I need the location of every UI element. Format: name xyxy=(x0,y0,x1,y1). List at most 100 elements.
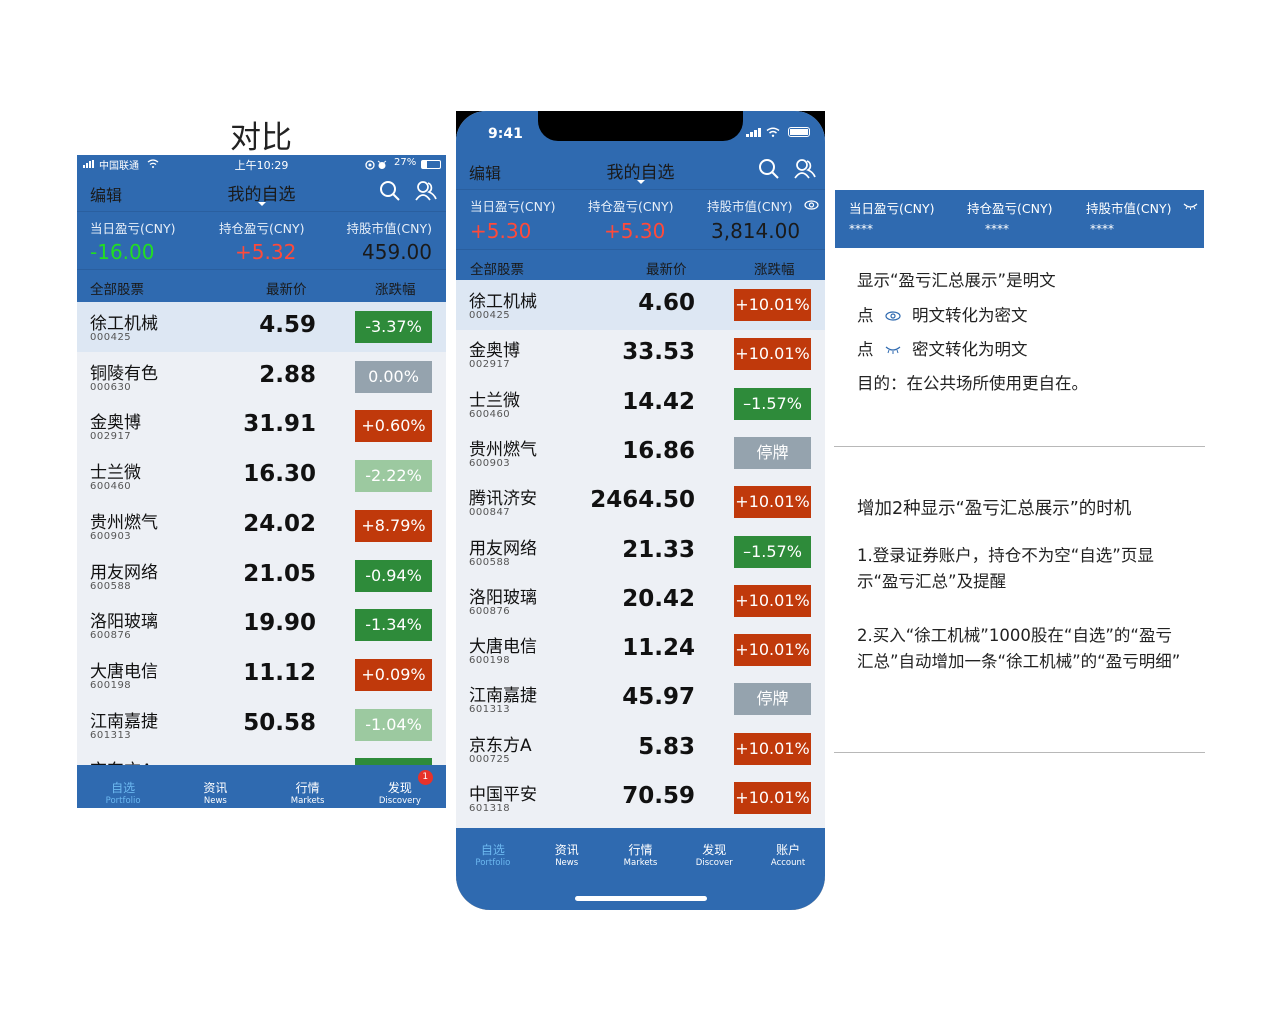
stock-row[interactable]: 用友网络 600588 21.05 -0.94% xyxy=(77,551,446,601)
tab-markets[interactable]: 行情 Markets xyxy=(604,841,678,910)
stock-code: 000725 xyxy=(469,753,511,765)
eye-closed-icon xyxy=(885,346,901,354)
stock-row[interactable]: 徐工机械 000425 4.59 -3.37% xyxy=(77,302,446,352)
tab-account[interactable]: 账户 Account xyxy=(751,841,825,910)
tab-portfolio[interactable]: 自选 Portfolio xyxy=(77,779,169,808)
tab-discover[interactable]: 发现 Discover xyxy=(677,841,751,910)
stock-code: 600903 xyxy=(469,457,511,469)
tab-sublabel: Discover xyxy=(695,858,733,868)
stock-code: 600460 xyxy=(469,408,511,420)
change-badge[interactable]: +0.09% xyxy=(355,658,432,691)
stock-row[interactable]: 用友网络 600588 21.33 –1.57% xyxy=(456,527,825,577)
stock-code: 002917 xyxy=(469,359,511,371)
change-badge[interactable]: +10.01% xyxy=(734,732,811,765)
stock-code: 601313 xyxy=(469,704,511,716)
daily-pnl-value: -16.00 xyxy=(90,240,155,264)
stock-row[interactable]: 贵州燃气 600903 16.86 停牌 xyxy=(456,428,825,478)
stock-row[interactable]: 腾讯济安 000847 2464.50 +10.01% xyxy=(456,477,825,527)
stock-row[interactable]: 大唐电信 600198 11.12 +0.09% xyxy=(77,650,446,700)
stock-row[interactable]: 洛阳玻璃 600876 20.42 +10.01% xyxy=(456,576,825,626)
change-badge[interactable]: 停牌 xyxy=(734,683,811,716)
list-header: 全部股票 最新价 涨跌幅 xyxy=(456,250,825,282)
watchlist-title[interactable]: 我的自选 xyxy=(606,163,675,183)
sort-change[interactable]: 涨跌幅 xyxy=(375,282,416,298)
summary-label: 持股市值(CNY) xyxy=(346,221,432,236)
tab-label: 发现 xyxy=(387,781,412,795)
stock-row[interactable]: 金奥博 002917 31.91 +0.60% xyxy=(77,401,446,451)
stock-code: 000847 xyxy=(469,507,511,519)
change-badge[interactable]: 0.00% xyxy=(355,360,432,393)
stock-price: 11.24 xyxy=(622,635,695,662)
tab-news[interactable]: 资讯 News xyxy=(169,779,261,808)
change-badge[interactable]: +10.01% xyxy=(734,584,811,617)
stock-name: 江南嘉捷 xyxy=(469,686,537,707)
stock-row[interactable]: 洛阳玻璃 600876 19.90 -1.34% xyxy=(77,600,446,650)
stock-row[interactable]: 贵州燃气 600903 24.02 +8.79% xyxy=(77,501,446,551)
change-badge[interactable]: +10.01% xyxy=(734,634,811,667)
stock-name: 江南嘉捷 xyxy=(90,711,158,732)
stock-row[interactable]: 徐工机械 000425 4.60 +10.01% xyxy=(456,280,825,330)
summary-label: 持仓盈亏(CNY) xyxy=(967,201,1053,216)
contacts-icon[interactable] xyxy=(415,180,437,202)
contacts-icon[interactable] xyxy=(794,158,816,180)
change-badge[interactable]: –1.57% xyxy=(734,387,811,420)
stock-name: 徐工机械 xyxy=(90,314,158,334)
home-indicator[interactable] xyxy=(575,896,707,901)
tab-label: 资讯 xyxy=(203,781,228,795)
change-badge[interactable]: -1.04% xyxy=(355,708,432,741)
edit-button[interactable]: 编辑 xyxy=(469,164,502,183)
eye-closed-icon[interactable] xyxy=(1183,202,1198,210)
battery-label: 27% xyxy=(394,157,417,168)
tab-portfolio[interactable]: 自选 Portfolio xyxy=(456,841,530,910)
change-badge[interactable]: +8.79% xyxy=(355,509,432,542)
change-badge[interactable]: +10.01% xyxy=(734,486,811,519)
tab-label: 资讯 xyxy=(554,843,579,857)
eye-open-icon[interactable] xyxy=(804,200,819,210)
stock-price: 19.90 xyxy=(243,610,316,637)
change-badge[interactable]: -3.37% xyxy=(355,311,432,343)
stock-code: 600198 xyxy=(90,679,132,691)
tab-sublabel: Markets xyxy=(290,796,325,806)
stock-row[interactable]: 大唐电信 600198 11.24 +10.01% xyxy=(456,625,825,675)
tab-discovery[interactable]: 发现 Discovery 1 xyxy=(354,770,446,808)
sort-price[interactable]: 最新价 xyxy=(266,282,307,298)
stock-code: 000425 xyxy=(469,310,511,321)
stock-row[interactable]: 士兰微 600460 16.30 -2.22% xyxy=(77,451,446,501)
change-badge[interactable]: +10.01% xyxy=(734,289,811,321)
change-badge[interactable]: +10.01% xyxy=(734,782,811,814)
change-badge[interactable]: -0.94% xyxy=(355,559,432,592)
tab-markets[interactable]: 行情 Markets xyxy=(262,779,354,808)
stock-row[interactable]: 中国平安 601318 70.59 +10.01% xyxy=(456,773,825,823)
stock-code: 000630 xyxy=(90,381,132,393)
change-badge[interactable]: 停牌 xyxy=(734,436,811,469)
change-badge[interactable]: -1.34% xyxy=(355,609,432,642)
stock-row[interactable]: 金奥博 002917 33.53 +10.01% xyxy=(456,329,825,379)
old-phone-screen: 中国联通 上午10:29 27% 编辑 我的自选 当日盈亏(CNY) 持仓盈亏(… xyxy=(77,155,446,808)
sort-price[interactable]: 最新价 xyxy=(646,262,687,278)
clock: 9:41 xyxy=(488,126,523,142)
tab-sublabel: Portfolio xyxy=(475,858,511,868)
nav-bar: 编辑 我的自选 xyxy=(77,172,446,212)
search-icon[interactable] xyxy=(758,158,780,180)
stock-row[interactable]: 士兰微 600460 14.42 –1.57% xyxy=(456,379,825,429)
stock-name: 大唐电信 xyxy=(469,637,537,658)
stock-row[interactable]: 江南嘉捷 601313 50.58 -1.04% xyxy=(77,700,446,750)
change-badge[interactable]: +10.01% xyxy=(734,338,811,371)
all-stocks-filter[interactable]: 全部股票 xyxy=(470,262,524,278)
sort-change[interactable]: 涨跌幅 xyxy=(754,262,795,278)
watchlist-title[interactable]: 我的自选 xyxy=(227,185,296,205)
summary-label: 持股市值(CNY) xyxy=(707,199,793,214)
edit-button[interactable]: 编辑 xyxy=(90,186,123,205)
change-badge[interactable]: +0.60% xyxy=(355,410,432,443)
stock-row[interactable]: 江南嘉捷 601313 45.97 停牌 xyxy=(456,674,825,724)
stock-row[interactable]: 京东方A 000725 5.83 +10.01% xyxy=(456,724,825,774)
stock-name: 铜陵有色 xyxy=(90,363,158,384)
stock-name: 用友网络 xyxy=(469,538,537,559)
change-badge[interactable]: -2.22% xyxy=(355,460,432,493)
notification-badge: 1 xyxy=(417,770,433,785)
tab-news[interactable]: 资讯 News xyxy=(530,841,604,910)
all-stocks-filter[interactable]: 全部股票 xyxy=(90,282,144,298)
stock-row[interactable]: 铜陵有色 000630 2.88 0.00% xyxy=(77,352,446,402)
change-badge[interactable]: –1.57% xyxy=(734,535,811,568)
search-icon[interactable] xyxy=(379,180,401,202)
